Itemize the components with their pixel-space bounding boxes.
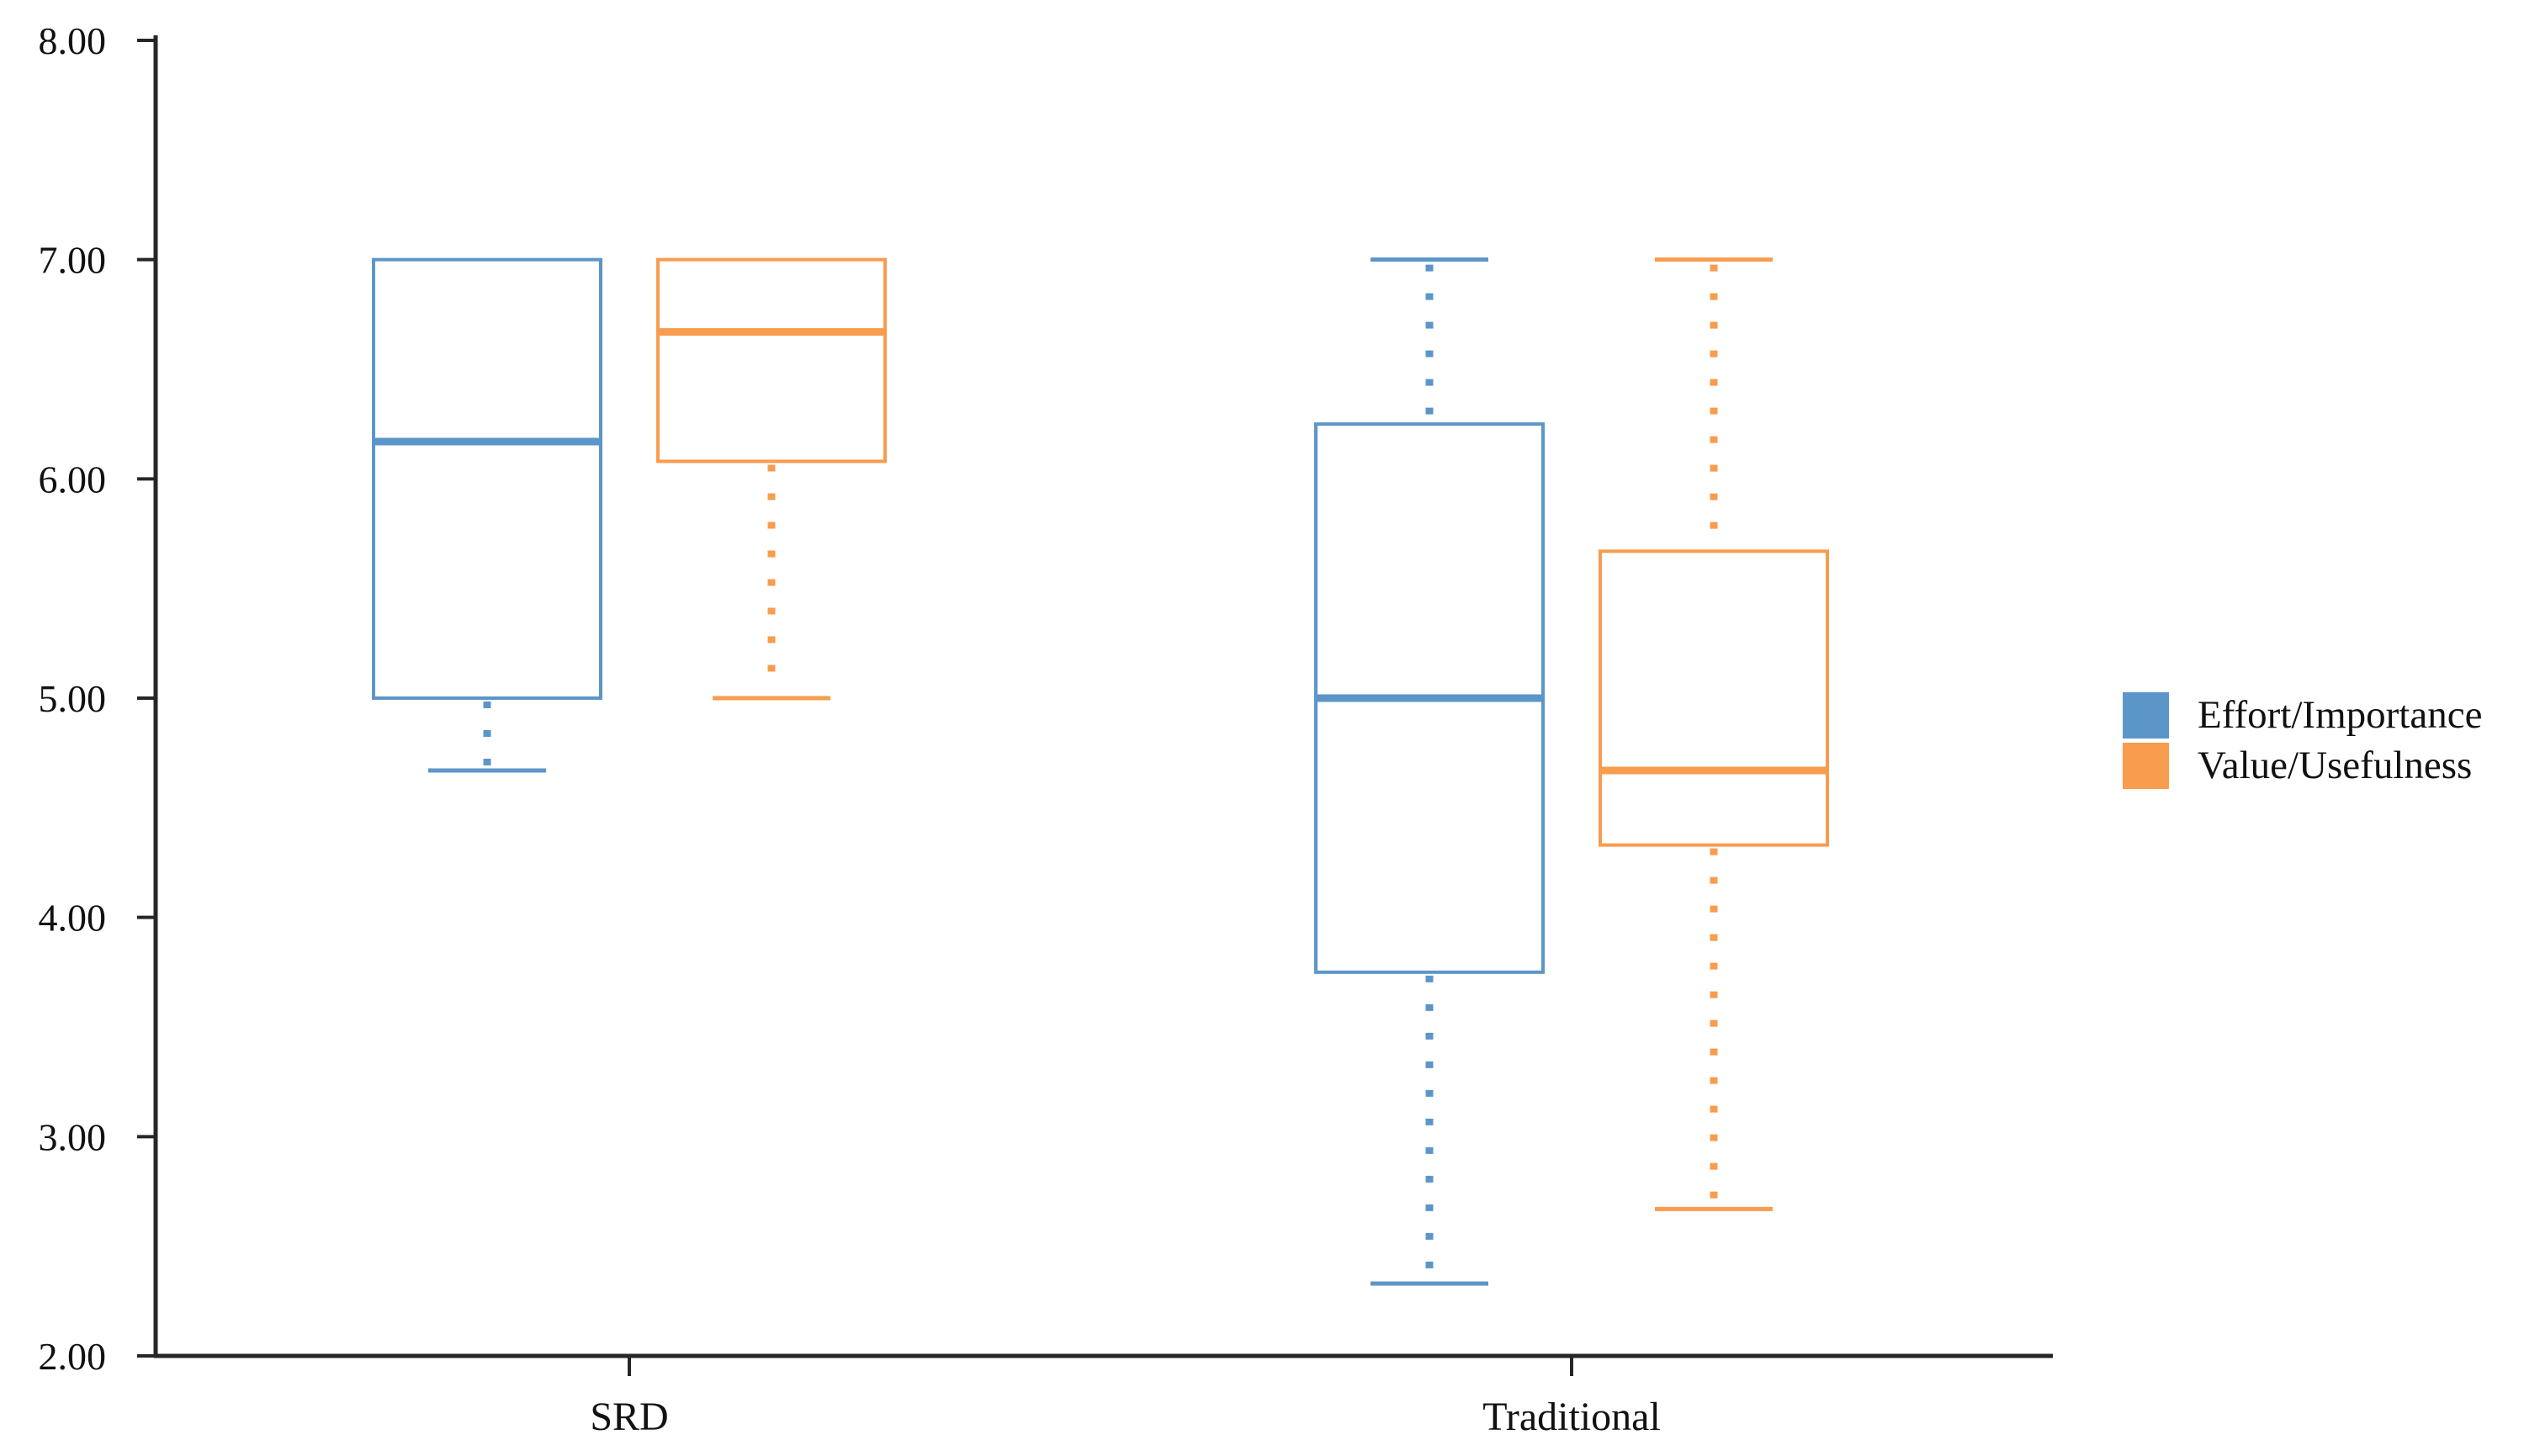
y-tick-label: 8.00 [39,19,107,62]
x-category-label-traditional: Traditional [1482,1395,1661,1439]
legend-label-effort-importance: Effort/Importance [2198,692,2483,737]
y-tick-label: 3.00 [39,1115,107,1158]
legend-swatch-effort-importance [2123,691,2169,739]
y-tick-label: 6.00 [39,458,107,500]
y-tick-label: 5.00 [39,677,107,720]
y-tick-label: 4.00 [39,897,107,940]
x-category-label-srd: SRD [590,1395,668,1439]
legend-item-effort-importance: Effort/Importance [2123,691,2482,739]
legend: Effort/Importance Value/Usefulness [2123,691,2482,789]
iqr-box-srd-effort-importance [372,257,602,700]
legend-swatch-value-usefulness [2123,742,2169,789]
iqr-box-srd-value-usefulness [656,257,887,463]
iqr-box-traditional-value-usefulness [1599,549,1829,847]
legend-label-value-usefulness: Value/Usefulness [2198,743,2473,787]
y-tick-label: 7.00 [39,239,107,282]
y-tick-label: 2.00 [39,1335,107,1378]
legend-item-value-usefulness: Value/Usefulness [2123,742,2482,789]
